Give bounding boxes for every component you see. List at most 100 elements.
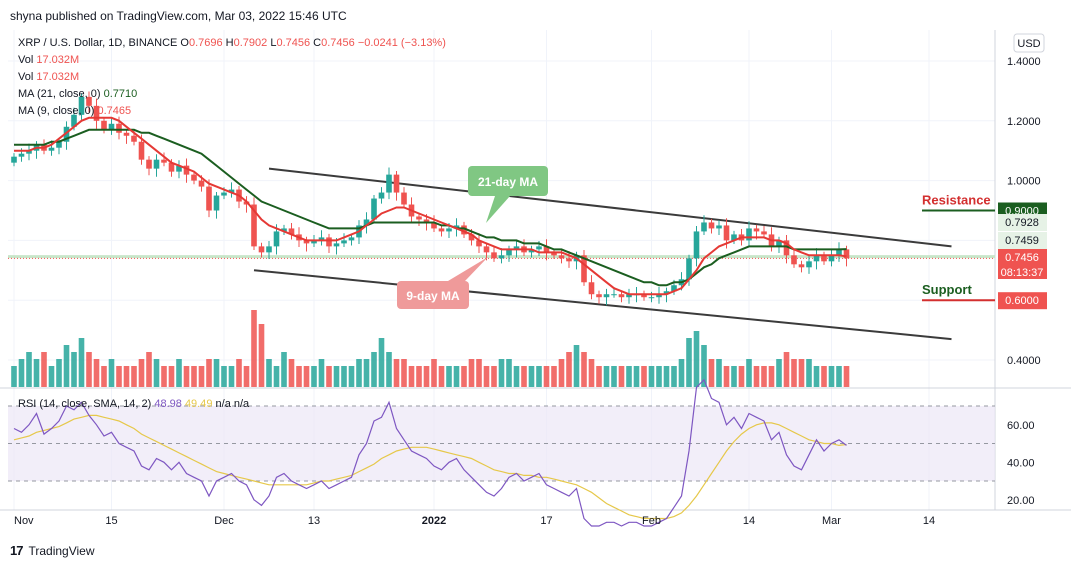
candle-body (761, 231, 767, 235)
volume-bar (723, 366, 730, 387)
candle-body (288, 228, 295, 235)
price-tick-label: 0.4000 (1007, 355, 1041, 367)
volume-bar (798, 359, 805, 387)
volume-bar (738, 366, 745, 387)
candle-body (708, 222, 715, 229)
candle-body (506, 249, 512, 256)
volume-bar (228, 366, 235, 387)
candle-body (648, 297, 655, 299)
candle-body (551, 252, 557, 256)
candle-body (513, 246, 520, 250)
candle-body (48, 147, 55, 151)
volume-bar (768, 366, 775, 387)
volume-bar (93, 359, 100, 387)
ma21-callout-label: 21-day MA (478, 175, 538, 189)
candle-body (168, 162, 175, 172)
volume-bar (303, 366, 310, 387)
volume-bar (521, 366, 527, 387)
legend-ohlc-part: 0.7696 (189, 37, 226, 49)
legend-vol-2-part: 17.032M (36, 71, 79, 83)
volume-bar (273, 366, 280, 387)
legend-rsi-part: 49.49 (185, 398, 216, 410)
volume-bar (251, 310, 257, 387)
volume-bar (48, 366, 55, 387)
volume-bar (693, 331, 700, 387)
time-axis[interactable]: Nov 15 Dec 13 2022 17 Feb 14 Mar 14 (14, 515, 935, 527)
candle-body (671, 285, 677, 292)
candle-body (251, 204, 257, 247)
volume-bar (603, 366, 610, 387)
candle-body (191, 174, 197, 181)
volume-bar (11, 366, 17, 387)
volume-bar (453, 366, 460, 387)
volume-bar (806, 359, 812, 387)
volume-bar (176, 359, 182, 387)
volume-bar (236, 359, 242, 387)
volume-bar (348, 366, 355, 387)
volume-bar (843, 366, 850, 387)
candle-body (618, 294, 625, 298)
candle-body (423, 219, 430, 223)
legend-vol-1-part: 17.032M (36, 54, 79, 66)
candle-body (393, 174, 400, 193)
tradingview-footer[interactable]: 17 TradingView (10, 543, 95, 558)
volume-bar (498, 359, 505, 387)
volume-bar (551, 366, 557, 387)
volume-bar (401, 359, 407, 387)
volume-bar (138, 359, 145, 387)
volume-bar (423, 366, 430, 387)
volume-bar (678, 359, 685, 387)
volume-bar (183, 366, 190, 387)
candle-body (566, 258, 572, 262)
volume-bar (326, 366, 332, 387)
candle-body (183, 165, 190, 175)
volume-bar (708, 359, 715, 387)
candle-body (461, 225, 467, 235)
price-badge (998, 214, 1047, 231)
candle-body (611, 294, 617, 296)
volume-bar (656, 366, 662, 387)
volume-bar (746, 359, 752, 387)
candle-body (656, 294, 662, 298)
support-label: Support (922, 282, 972, 297)
volume-bar (596, 366, 602, 387)
volume-bar (243, 366, 250, 387)
volume-bar (18, 359, 25, 387)
volume-bar (363, 359, 370, 387)
volume-bar (198, 366, 205, 387)
legend-vol-1-part: Vol (18, 54, 36, 66)
time-tick-label: 2022 (422, 515, 446, 527)
candle-body (378, 192, 385, 199)
tradingview-logo-icon: 17 (10, 543, 24, 558)
tradingview-brand: TradingView (28, 543, 95, 558)
volume-bar (221, 366, 227, 387)
volume-bar (588, 359, 595, 387)
price-tick-label: 1.0000 (1007, 176, 1041, 188)
volume-bar (108, 359, 115, 387)
volume-bar (543, 366, 550, 387)
volume-bar (206, 359, 212, 387)
candle-body (18, 153, 25, 157)
volume-bar (33, 359, 40, 387)
candle-body (491, 252, 497, 259)
volume-bar (633, 366, 640, 387)
candle-body (603, 294, 610, 298)
volume-bar (663, 366, 670, 387)
volume-bar (86, 352, 92, 387)
volume-bar (333, 366, 340, 387)
volume-bar (408, 366, 415, 387)
candle-body (108, 123, 115, 130)
candle-body (843, 249, 850, 259)
channel-lines (253, 167, 952, 341)
candle-body (303, 240, 310, 244)
volume-bar (618, 366, 625, 387)
price-axis[interactable]: USD 1.4000 1.2000 1.0000 0.4000 60.00 40.00 20.… (998, 33, 1047, 507)
legend-ma9-part: MA (9, close, 0) (18, 105, 97, 117)
volume-bar (528, 366, 535, 387)
ma9-callout-label: 9-day MA (406, 289, 460, 303)
volume-bar (266, 359, 272, 387)
price-badge-label: 0.7456 (1005, 252, 1039, 264)
candle-body (498, 255, 505, 259)
volume-bar (641, 366, 647, 387)
